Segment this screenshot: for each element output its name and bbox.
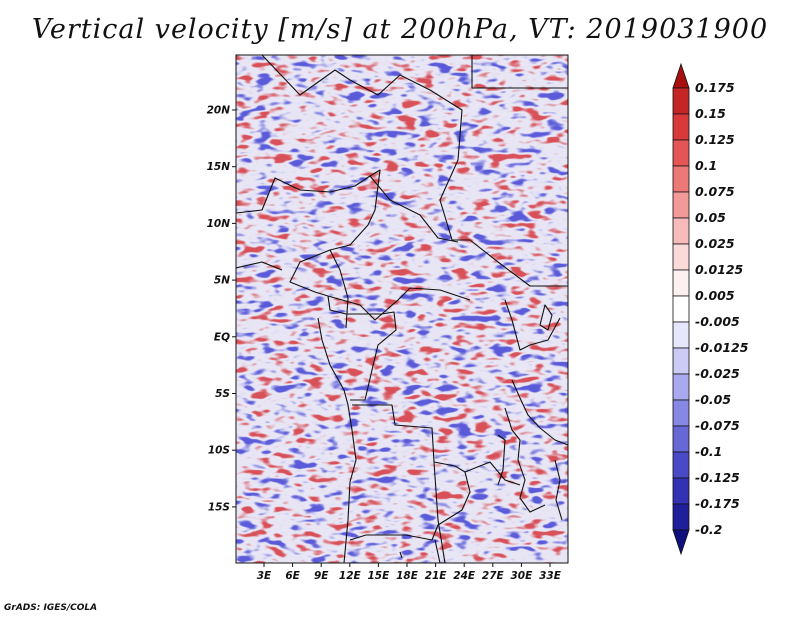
colorbar-swatch: [672, 191, 690, 219]
colorbar-swatch: [672, 451, 690, 479]
colorbar-swatch: [672, 477, 690, 505]
latitude-axis: 20N 15N 10N 5N EQ 5S 10S 15S: [207, 105, 236, 513]
field-tint: [236, 55, 568, 563]
colorbar-label: 0.005: [695, 288, 735, 303]
colorbar-label: -0.1: [695, 444, 722, 459]
colorbar-label: 0.125: [695, 132, 735, 147]
colorbar-label: 0.075: [695, 184, 735, 199]
chart-title: Vertical velocity [m/s] at 200hPa, VT: 2…: [31, 14, 769, 45]
credit-text: GrADS: IGES/COLA: [4, 603, 98, 613]
lat-tick-label: 5S: [215, 388, 230, 400]
lon-tick-label: 27E: [482, 570, 505, 582]
longitude-axis: 3E 6E 9E 12E 15E 18E 21E 24E 27E 30E 33E: [257, 563, 562, 582]
lon-tick-label: 24E: [453, 570, 476, 582]
colorbar-label: -0.025: [695, 366, 740, 381]
colorbar-swatch: [672, 87, 690, 115]
colorbar-swatch: [672, 217, 690, 245]
lon-tick-label: 18E: [396, 570, 419, 582]
lat-tick-label: 15S: [208, 501, 230, 513]
lon-tick-label: 6E: [285, 570, 300, 582]
colorbar-swatch: [672, 425, 690, 453]
colorbar-label: -0.005: [695, 314, 740, 329]
lat-tick-label: 15N: [207, 161, 231, 173]
map-frame: [235, 54, 569, 564]
colorbar-label: 0.05: [695, 210, 726, 225]
colorbar-label: 0.0125: [695, 262, 744, 277]
lon-tick-label: 12E: [339, 570, 362, 582]
colorbar-swatch: [672, 243, 690, 271]
colorbar-swatch: [672, 529, 690, 556]
lat-tick-label: 5N: [214, 275, 230, 287]
lon-tick-label: 30E: [511, 570, 534, 582]
coastlines-and-borders: [236, 55, 568, 563]
colorbar-label: -0.2: [695, 522, 722, 537]
colorbar-label: 0.025: [695, 236, 735, 251]
colorbar-label: 0.15: [695, 106, 726, 121]
colorbar-swatch: [672, 295, 690, 323]
colorbar-label: -0.05: [695, 392, 731, 407]
map-panel: [235, 54, 569, 564]
lat-tick-label: 10S: [208, 445, 230, 457]
colorbar: 0.175 0.15 0.125 0.1 0.075 0.05 0.025 0.0125 0.0…: [672, 62, 749, 556]
colorbar-label: -0.125: [695, 470, 740, 485]
colorbar-swatch: [672, 139, 690, 167]
colorbar-label: 0.175: [695, 80, 735, 95]
colorbar-label: -0.0125: [695, 340, 749, 355]
lon-tick-label: 9E: [314, 570, 329, 582]
colorbar-swatch: [672, 113, 690, 141]
lon-tick-label: 3E: [257, 570, 272, 582]
vertical-velocity-field: [236, 55, 568, 563]
colorbar-swatch: [672, 347, 690, 375]
colorbar-swatch: [672, 165, 690, 193]
colorbar-swatch: [672, 321, 690, 349]
colorbar-swatch: [672, 62, 690, 89]
colorbar-swatch: [672, 399, 690, 427]
colorbar-swatch: [672, 503, 690, 531]
colorbar-label: -0.075: [695, 418, 740, 433]
colorbar-label: -0.175: [695, 496, 740, 511]
lon-tick-label: 21E: [425, 570, 448, 582]
lon-tick-label: 15E: [368, 570, 391, 582]
colorbar-swatch: [672, 373, 690, 401]
lat-tick-label: EQ: [214, 331, 230, 343]
lat-tick-label: 20N: [207, 105, 231, 117]
colorbar-swatch: [672, 269, 690, 297]
lon-tick-label: 33E: [539, 570, 562, 582]
lat-tick-label: 10N: [207, 218, 231, 230]
colorbar-label: 0.1: [695, 158, 717, 173]
